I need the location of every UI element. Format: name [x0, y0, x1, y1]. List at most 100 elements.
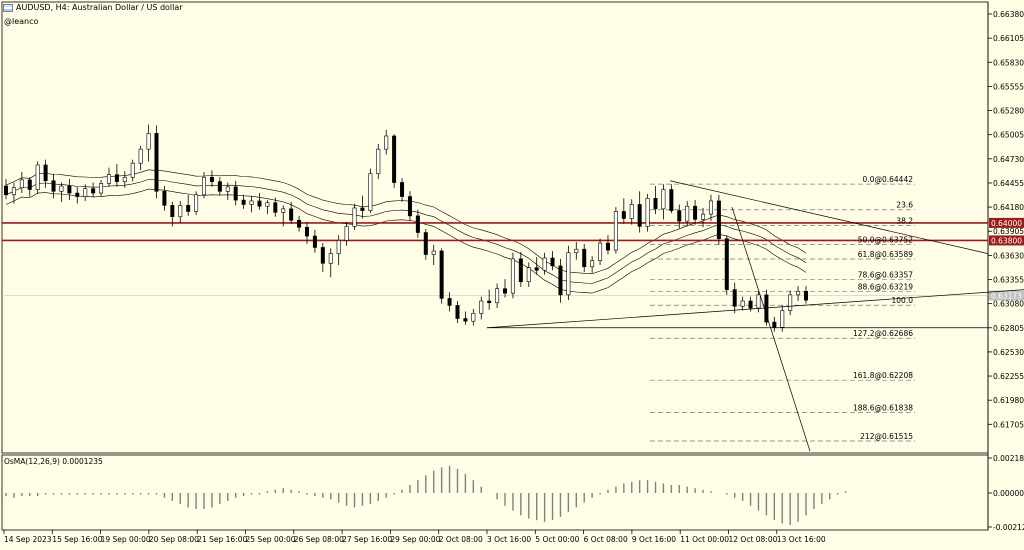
candle-body	[740, 300, 745, 307]
candle-body	[170, 205, 175, 218]
candle-body	[162, 190, 167, 206]
candle-body	[384, 135, 389, 150]
candle-body	[685, 205, 690, 222]
candle-body	[455, 305, 460, 319]
fib-level-label: 38.2	[896, 217, 913, 226]
price-tick-label: 0.66105	[993, 34, 1024, 43]
chart-title: AUDUSD, H4: Australian Dollar / US dolla…	[3, 3, 183, 12]
trend-line-resistance	[669, 180, 989, 254]
candle-body	[503, 288, 508, 294]
candle-body	[510, 258, 515, 294]
candle-body	[558, 265, 563, 296]
envelope-line	[5, 179, 807, 284]
time-tick-label: 29 Sep 00:00	[390, 535, 440, 544]
candle-body	[677, 210, 682, 222]
candle-body	[4, 185, 9, 196]
candle-body	[716, 200, 721, 239]
time-tick-label: 2 Oct 08:00	[439, 535, 483, 544]
candle-body	[542, 257, 547, 271]
price-tick-label: 0.62530	[993, 348, 1024, 357]
price-tick-label: 0.61980	[993, 396, 1024, 405]
time-tick-label: 13 Oct 16:00	[777, 535, 826, 544]
candle-body	[534, 267, 539, 271]
candle-body	[281, 208, 286, 213]
candle-body	[463, 318, 468, 322]
candle-body	[27, 179, 32, 190]
candle-body	[566, 252, 571, 296]
candle-body	[249, 200, 254, 205]
time-tick-label: 21 Sep 16:00	[197, 535, 247, 544]
candle-body	[217, 181, 222, 192]
current-price-tag	[989, 290, 1024, 301]
candle-body	[772, 321, 777, 328]
candle-body	[106, 174, 111, 184]
candle-body	[114, 174, 119, 182]
price-level-tag	[989, 235, 1024, 246]
osc-tick-label: 0.0021890	[993, 454, 1024, 463]
fib-level-label: 88.6@0.63219	[858, 282, 913, 291]
fib-level-label: 100.0	[892, 296, 914, 305]
osc-tick-label: -0.0021290	[993, 523, 1024, 532]
time-tick-label: 15 Sep 16:00	[52, 535, 102, 544]
candle-body	[83, 188, 88, 197]
time-tick-label: 11 Oct 00:00	[680, 535, 729, 544]
candle-body	[225, 186, 230, 192]
fib-level-label: 50.0@0.63752	[858, 236, 913, 245]
price-tick-label: 0.63355	[993, 276, 1024, 285]
fib-level-label: 212@0.61515	[860, 432, 913, 441]
time-tick-label: 12 Oct 08:00	[729, 535, 778, 544]
price-tick-label: 0.65280	[993, 107, 1024, 116]
candle-body	[582, 248, 587, 268]
candle-body	[194, 194, 199, 212]
candle-body	[471, 312, 476, 322]
candle-body	[19, 179, 24, 189]
candle-body	[439, 250, 444, 299]
candle-body	[788, 294, 793, 311]
candle-body	[629, 204, 634, 219]
candle-body	[693, 205, 698, 220]
author-handle: @leanco	[4, 17, 39, 26]
time-tick-label: 3 Oct 16:00	[487, 535, 531, 544]
envelope-line	[5, 169, 807, 275]
time-tick-label: 19 Sep 00:00	[101, 535, 151, 544]
candle-body	[732, 289, 737, 307]
fib-level-label: 161.8@0.62208	[853, 371, 913, 380]
candle-body	[598, 242, 603, 261]
time-tick-label: 5 Oct 00:00	[535, 535, 579, 544]
candle-body	[122, 176, 127, 182]
candle-body	[637, 204, 642, 227]
price-tick-label: 0.63630	[993, 251, 1024, 260]
osc-tick-label: 0.0000000	[993, 489, 1024, 498]
candle-body	[289, 208, 294, 221]
price-tick-label: 0.66380	[993, 10, 1024, 19]
candle-body	[11, 187, 16, 196]
fib-level-label: 78.6@0.63357	[858, 270, 913, 279]
envelope-line	[5, 188, 807, 294]
candle-body	[186, 205, 191, 212]
trend-line-support	[486, 289, 1024, 329]
oscillator-pane-frame	[1, 454, 989, 531]
candle-body	[51, 180, 56, 192]
candle-body	[273, 202, 278, 213]
candle-body	[645, 198, 650, 227]
price-tick-label: 0.64455	[993, 179, 1024, 188]
price-tick-label: 0.63080	[993, 300, 1024, 309]
price-tick-label: 0.64180	[993, 203, 1024, 212]
candle-body	[653, 198, 658, 210]
price-level-tag-label: 0.64000	[991, 219, 1022, 228]
candle-body	[312, 235, 317, 248]
candle-body	[748, 300, 753, 309]
candle-body	[344, 226, 349, 241]
price-level-tag	[989, 217, 1024, 228]
candle-body	[550, 257, 555, 267]
candle-body	[154, 133, 159, 192]
candle-body	[35, 164, 40, 190]
time-tick-label: 25 Sep 00:00	[246, 535, 296, 544]
candle-body	[526, 267, 531, 282]
candle-body	[605, 242, 610, 251]
chart-window-icon	[3, 3, 13, 12]
candle-body	[91, 188, 96, 194]
chart-title-text: AUDUSD, H4: Australian Dollar / US dolla…	[16, 3, 183, 12]
fib-level-label: 61.8@0.63589	[858, 250, 913, 259]
